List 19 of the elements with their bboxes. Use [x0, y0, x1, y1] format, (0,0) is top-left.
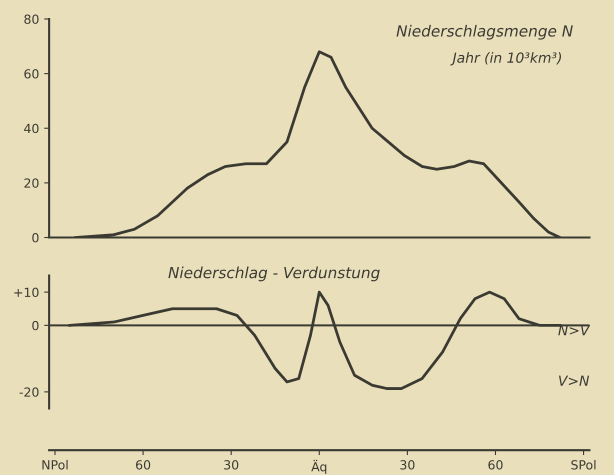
y-tick-label: -20 — [20, 387, 39, 397]
chart-title: Niederschlagsmenge N — [396, 24, 573, 40]
y-tick-label: 20 — [24, 178, 39, 188]
text: Jahr (in 10³km³) — [450, 52, 562, 66]
x-tick-label: 60 — [488, 460, 503, 470]
x-tick-label: 60 — [136, 460, 150, 470]
y-tick-label: 60 — [24, 69, 39, 79]
y-tick-label: 80 — [24, 14, 39, 24]
x-tick-label: Äq — [311, 460, 326, 474]
y-tick-label: 40 — [24, 124, 39, 134]
x-tick-label: 30 — [224, 460, 238, 470]
x-tick-label: SPol — [571, 460, 596, 470]
y-tick-label: 0 — [32, 320, 39, 330]
y-tick-label: +10 — [14, 288, 39, 298]
annotation: V>N — [558, 376, 590, 386]
x-tick-label: 30 — [400, 460, 414, 470]
chart-title: Niederschlag - Verdunstung — [168, 266, 380, 282]
x-tick-label: NPol — [42, 460, 68, 470]
y-tick-label: 0 — [32, 232, 39, 242]
